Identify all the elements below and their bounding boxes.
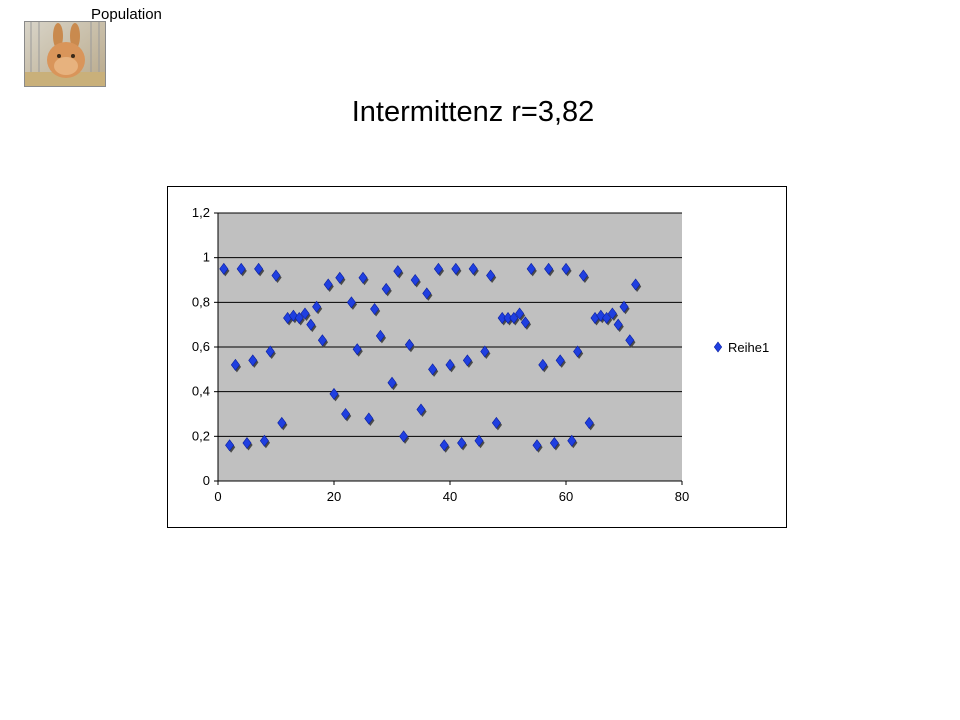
data-point — [631, 278, 642, 292]
data-point — [300, 307, 311, 321]
data-point — [451, 262, 462, 277]
data-point — [567, 434, 578, 449]
data-point — [544, 262, 555, 277]
data-point — [428, 363, 439, 377]
rabbit-photo-icon — [24, 21, 106, 87]
data-point — [364, 412, 375, 426]
data-point — [254, 262, 265, 277]
data-point — [532, 439, 543, 453]
data-point — [526, 262, 537, 277]
data-point — [225, 439, 236, 453]
data-point — [422, 287, 433, 301]
data-point — [352, 343, 363, 357]
data-point — [306, 318, 317, 333]
data-point — [219, 262, 230, 277]
y-tick-label: 0,2 — [192, 428, 210, 443]
y-tick-label: 0 — [203, 473, 210, 488]
x-tick-label: 60 — [559, 489, 573, 504]
y-tick-label: 0,8 — [192, 294, 210, 309]
data-point — [341, 408, 352, 422]
data-point — [346, 296, 358, 310]
data-point — [381, 282, 392, 297]
data-point — [602, 311, 613, 326]
data-point — [375, 329, 387, 344]
x-tick-label: 20 — [327, 489, 341, 504]
data-point — [509, 311, 520, 326]
data-point — [312, 300, 323, 315]
data-point — [271, 269, 282, 284]
data-point — [265, 345, 276, 359]
data-point — [370, 303, 381, 317]
data-point — [457, 437, 468, 451]
data-point — [387, 376, 398, 391]
legend-label: Reihe1 — [728, 340, 769, 355]
data-point — [317, 334, 329, 348]
slide-title: Intermittenz r=3,82 — [351, 96, 595, 128]
data-point — [399, 430, 410, 444]
data-point — [404, 338, 416, 353]
scatter-chart: 0 0,2 0,4 0,6 0,8 1 1,2 0 20 40 60 80 Reihe1 — [192, 205, 769, 504]
y-tick-label: 1 — [203, 250, 210, 265]
data-point — [515, 307, 526, 321]
data-point — [439, 439, 450, 453]
data-point — [549, 437, 561, 451]
data-point — [294, 311, 305, 326]
legend-item: Reihe1 — [713, 340, 769, 355]
x-tick-label: 0 — [214, 489, 221, 504]
data-point — [538, 358, 549, 373]
data-point — [561, 262, 572, 277]
data-point — [584, 416, 595, 431]
data-point — [445, 358, 456, 373]
data-point — [393, 265, 404, 279]
data-point — [433, 262, 445, 277]
data-point — [236, 262, 247, 277]
data-point — [242, 437, 253, 451]
y-tick-label: 1,2 — [192, 205, 210, 220]
legend-marker-icon — [713, 341, 723, 353]
data-point — [277, 416, 288, 431]
data-point — [416, 403, 427, 418]
data-point — [323, 278, 334, 292]
data-point — [248, 354, 259, 368]
data-point — [358, 271, 369, 286]
data-point — [578, 269, 590, 284]
data-point — [573, 345, 584, 359]
data-point — [474, 434, 485, 449]
header-label: Population — [91, 6, 162, 23]
data-point — [259, 434, 271, 449]
data-point — [625, 334, 636, 348]
data-point — [230, 358, 242, 373]
data-point — [555, 354, 566, 368]
chart-area: 0 0,2 0,4 0,6 0,8 1 1,2 0 20 40 60 80 Reihe1 — [167, 186, 787, 528]
data-point — [329, 387, 340, 402]
data-point — [619, 300, 630, 315]
x-tick-label: 40 — [443, 489, 457, 504]
data-point — [607, 307, 619, 321]
data-point — [410, 274, 421, 288]
y-tick-label: 0,4 — [192, 384, 210, 399]
data-point — [486, 269, 497, 284]
y-tick-label: 0,6 — [192, 339, 210, 354]
x-tick-label: 80 — [675, 489, 689, 504]
data-point — [480, 345, 491, 359]
data-point — [491, 416, 503, 431]
data-point — [462, 354, 474, 368]
data-point — [335, 271, 346, 286]
data-point — [468, 262, 479, 277]
data-point — [520, 316, 532, 330]
data-point — [613, 318, 624, 333]
